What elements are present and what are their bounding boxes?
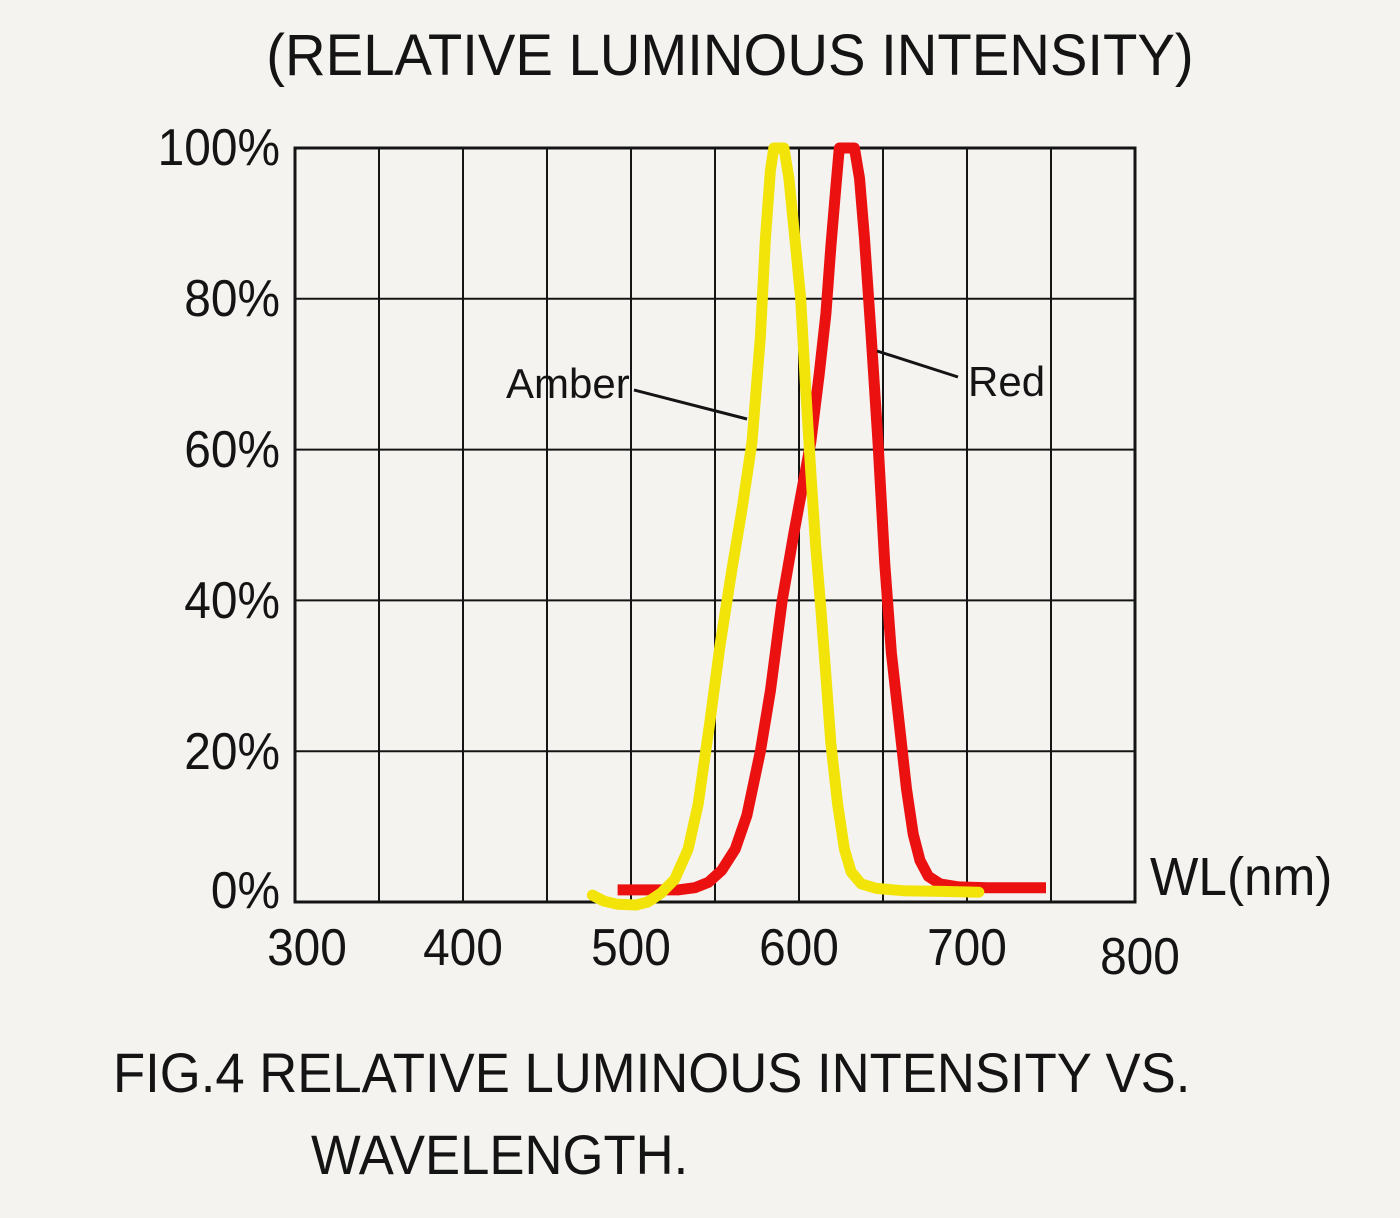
y-tick-80: 80% <box>184 270 280 328</box>
amber-series-label: Amber <box>506 360 630 407</box>
x-tick-300: 300 <box>267 919 347 977</box>
series-curve-amber <box>586 142 985 911</box>
y-tick-60: 60% <box>184 421 280 479</box>
figure-caption-line1: FIG.4 RELATIVE LUMINOUS INTENSITY VS. <box>113 1041 1191 1104</box>
y-tick-20: 20% <box>184 723 280 781</box>
x-tick-500: 500 <box>591 919 671 977</box>
plot-border <box>293 146 1137 904</box>
x-tick-600: 600 <box>759 919 839 977</box>
x-tick-700: 700 <box>927 919 1007 977</box>
y-tick-0: 0% <box>210 862 280 920</box>
chart-title: (RELATIVE LUMINOUS INTENSITY) <box>266 23 1194 88</box>
y-tick-40: 40% <box>184 572 280 630</box>
series-layer <box>586 142 1046 911</box>
y-tick-100: 100% <box>157 119 280 177</box>
red-series-label: Red <box>968 358 1046 405</box>
series-curve-red <box>617 142 1046 896</box>
red-leader-line <box>876 349 959 379</box>
x-axis-unit-label: WL(nm) <box>1150 847 1333 907</box>
figure-caption-line2: WAVELENGTH. <box>311 1123 689 1186</box>
x-tick-800: 800 <box>1100 928 1180 986</box>
grid-layer <box>293 146 1137 904</box>
amber-leader-line <box>633 388 748 421</box>
x-tick-400: 400 <box>423 919 503 977</box>
